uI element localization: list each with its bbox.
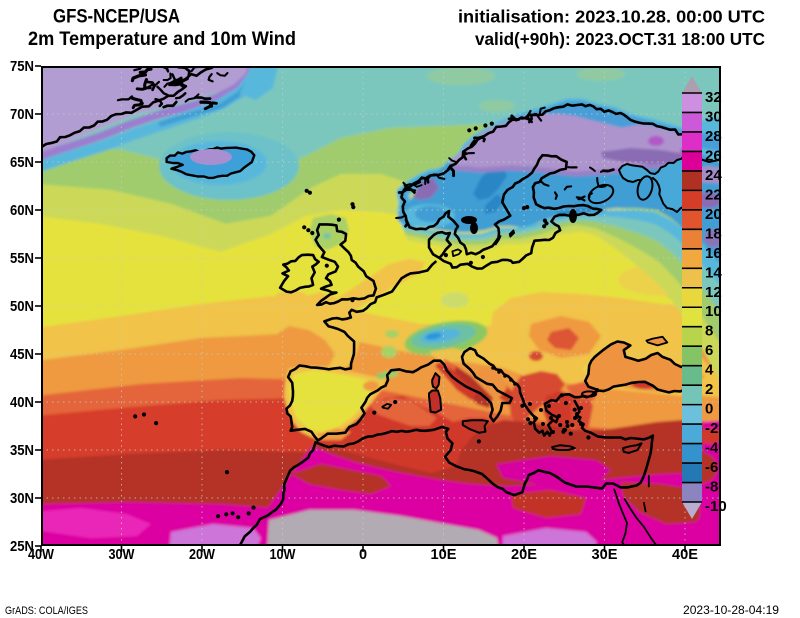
svg-text:75N: 75N (10, 59, 34, 75)
svg-text:30W: 30W (109, 547, 135, 563)
svg-text:40E: 40E (672, 547, 698, 563)
svg-text:GFS-NCEP/USA: GFS-NCEP/USA (53, 7, 180, 28)
svg-text:20W: 20W (189, 547, 215, 563)
svg-text:18: 18 (705, 225, 722, 242)
svg-text:16: 16 (705, 245, 722, 262)
svg-text:24: 24 (705, 167, 722, 184)
svg-text:25N: 25N (10, 539, 34, 555)
svg-text:12: 12 (705, 284, 722, 301)
svg-text:40N: 40N (10, 395, 34, 411)
svg-text:20E: 20E (511, 547, 537, 563)
svg-text:initialisation: 2023.10.28. 00: initialisation: 2023.10.28. 00:00 UTC (458, 7, 765, 27)
svg-text:50N: 50N (10, 299, 34, 315)
svg-text:2: 2 (705, 381, 713, 398)
svg-text:valid(+90h): 2023.OCT.31 18:00: valid(+90h): 2023.OCT.31 18:00 UTC (475, 29, 765, 49)
svg-text:-10: -10 (705, 498, 727, 515)
svg-text:20: 20 (705, 206, 722, 223)
svg-text:4: 4 (705, 362, 714, 379)
svg-text:26: 26 (705, 147, 722, 164)
svg-text:14: 14 (705, 264, 722, 281)
svg-text:65N: 65N (10, 155, 34, 171)
svg-text:-2: -2 (705, 420, 718, 437)
svg-text:10W: 10W (270, 547, 296, 563)
svg-text:55N: 55N (10, 251, 34, 267)
svg-text:35N: 35N (10, 443, 34, 459)
svg-text:2m Temperature and 10m Wind: 2m Temperature and 10m Wind (28, 29, 296, 50)
svg-text:70N: 70N (10, 107, 34, 123)
svg-text:0: 0 (705, 401, 713, 418)
svg-text:10E: 10E (431, 547, 457, 563)
svg-text:30E: 30E (592, 547, 618, 563)
svg-text:32: 32 (705, 89, 722, 106)
svg-text:10: 10 (705, 303, 722, 320)
svg-text:-8: -8 (705, 479, 718, 496)
svg-text:GrADS: COLA/IGES: GrADS: COLA/IGES (5, 605, 88, 617)
svg-text:6: 6 (705, 342, 713, 359)
svg-text:30N: 30N (10, 491, 34, 507)
svg-text:2023-10-28-04:19: 2023-10-28-04:19 (683, 605, 779, 617)
svg-text:8: 8 (705, 323, 713, 340)
svg-text:28: 28 (705, 128, 722, 145)
svg-text:30: 30 (705, 108, 722, 125)
svg-text:-4: -4 (705, 440, 719, 457)
svg-text:0: 0 (359, 547, 367, 563)
svg-text:22: 22 (705, 186, 722, 203)
svg-text:45N: 45N (10, 347, 34, 363)
svg-text:40W: 40W (28, 547, 54, 563)
svg-text:60N: 60N (10, 203, 34, 219)
svg-text:-6: -6 (705, 459, 718, 476)
